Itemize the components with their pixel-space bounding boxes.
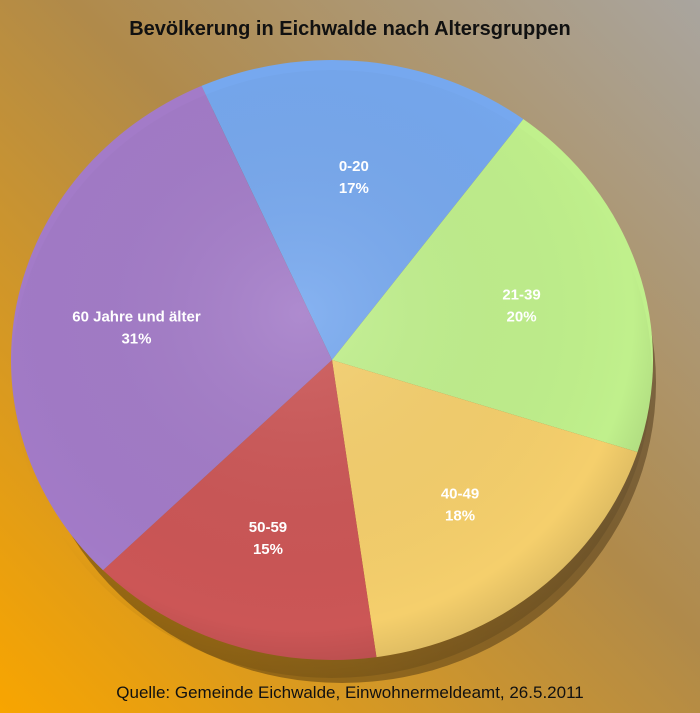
slice-value-5: 31% — [121, 330, 151, 347]
slice-value-1: 17% — [339, 180, 369, 197]
slice-label-2: 21-39 — [502, 286, 540, 303]
chart-title: Bevölkerung in Eichwalde nach Altersgrup… — [129, 18, 571, 40]
slice-label-4: 50-59 — [249, 519, 287, 536]
slice-value-2: 20% — [507, 308, 537, 325]
slice-label-1: 0-20 — [339, 158, 369, 175]
slice-value-4: 15% — [253, 541, 283, 558]
slice-label-5: 60 Jahre und älter — [72, 308, 201, 325]
slice-value-3: 18% — [445, 507, 475, 524]
slice-label-3: 40-49 — [441, 485, 479, 502]
source-note: Quelle: Gemeinde Eichwalde, Einwohnermel… — [116, 683, 584, 702]
